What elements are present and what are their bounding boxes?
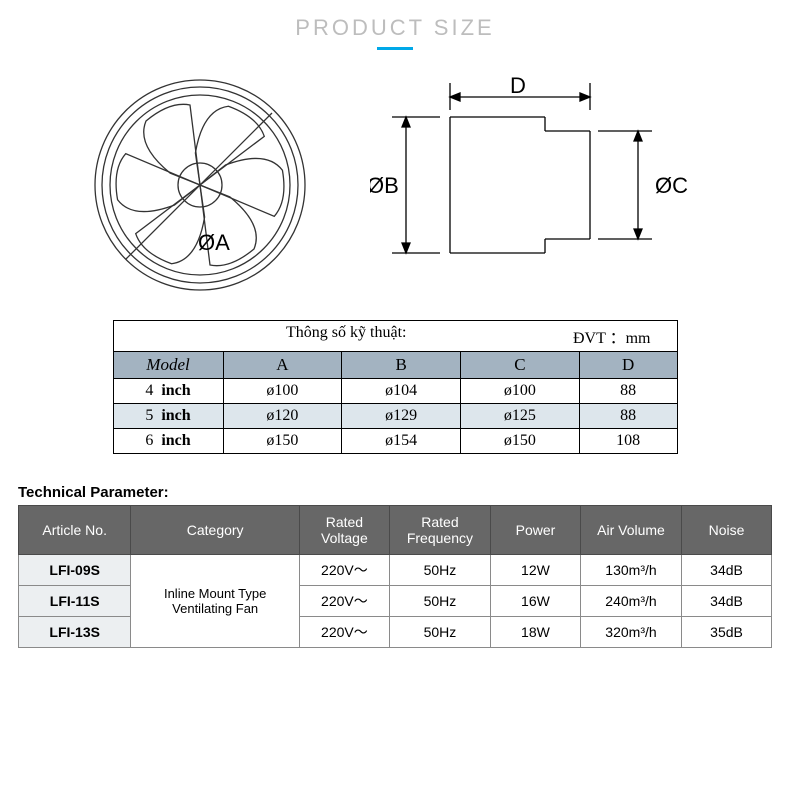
cell: ø120 (223, 404, 342, 429)
col-b: B (342, 352, 461, 379)
fan-side-diagram: D ØB ØC (370, 75, 700, 295)
tech-table-container: Technical Parameter: Article No. Categor… (18, 484, 772, 648)
col-article: Article No. (19, 506, 131, 555)
cell: 220V～ (299, 555, 389, 586)
cell: ø104 (342, 379, 461, 404)
cell: 34dB (682, 586, 772, 617)
table-row: 5 inch ø120 ø129 ø125 88 (113, 404, 677, 429)
cell: 50Hz (389, 555, 490, 586)
col-d: D (579, 352, 677, 379)
label-d: D (510, 75, 526, 98)
cell: 34dB (682, 555, 772, 586)
article-cell: LFI-09S (19, 555, 131, 586)
diagrams-row: ØA (0, 75, 790, 295)
spec-title-cell: Thông số kỹ thuật: ĐVT ：mm (113, 321, 677, 352)
col-frequency: Rated Frequency (389, 506, 490, 555)
cell: 12W (491, 555, 581, 586)
category-cell: Inline Mount Type Ventilating Fan (131, 555, 300, 648)
label-c: ØC (655, 173, 688, 198)
cell: 50Hz (389, 617, 490, 648)
spec-title-row: Thông số kỹ thuật: ĐVT ：mm (113, 321, 677, 352)
size-cell: 4 inch (113, 379, 223, 404)
col-c: C (461, 352, 580, 379)
label-a: ØA (198, 230, 230, 255)
cell: ø125 (461, 404, 580, 429)
spec-table: Thông số kỹ thuật: ĐVT ：mm Model A B C D… (113, 320, 678, 454)
tech-header-row: Article No. Category Rated Voltage Rated… (19, 506, 772, 555)
size-cell: 5 inch (113, 404, 223, 429)
header-underline (377, 47, 413, 50)
cell: ø100 (223, 379, 342, 404)
col-noise: Noise (682, 506, 772, 555)
cell: 108 (579, 429, 677, 454)
size-cell: 6 inch (113, 429, 223, 454)
cell: 220V～ (299, 617, 389, 648)
cell: 35dB (682, 617, 772, 648)
cell: 16W (491, 586, 581, 617)
article-cell: LFI-11S (19, 586, 131, 617)
cell: ø150 (223, 429, 342, 454)
cell: 220V～ (299, 586, 389, 617)
cell: ø100 (461, 379, 580, 404)
spec-header-row: Model A B C D (113, 352, 677, 379)
col-power: Power (491, 506, 581, 555)
cell: 88 (579, 404, 677, 429)
table-row: 6 inch ø150 ø154 ø150 108 (113, 429, 677, 454)
col-voltage: Rated Voltage (299, 506, 389, 555)
cell: 130m³/h (580, 555, 681, 586)
page-header: PRODUCT SIZE (0, 0, 790, 50)
cell: 320m³/h (580, 617, 681, 648)
tech-title: Technical Parameter: (18, 484, 772, 501)
cell: ø154 (342, 429, 461, 454)
col-a: A (223, 352, 342, 379)
cell: 50Hz (389, 586, 490, 617)
spec-title: Thông số kỹ thuật: (286, 324, 406, 341)
tech-table: Article No. Category Rated Voltage Rated… (18, 505, 772, 648)
label-b: ØB (370, 173, 399, 198)
article-cell: LFI-13S (19, 617, 131, 648)
col-category: Category (131, 506, 300, 555)
cell: 240m³/h (580, 586, 681, 617)
header-title: PRODUCT SIZE (0, 15, 790, 41)
cell: 88 (579, 379, 677, 404)
cell: 18W (491, 617, 581, 648)
table-row: 4 inch ø100 ø104 ø100 88 (113, 379, 677, 404)
col-model: Model (113, 352, 223, 379)
cell: ø129 (342, 404, 461, 429)
spec-unit: ĐVT ：mm (573, 324, 671, 348)
col-air: Air Volume (580, 506, 681, 555)
table-row: LFI-09S Inline Mount Type Ventilating Fa… (19, 555, 772, 586)
cell: ø150 (461, 429, 580, 454)
fan-front-diagram: ØA (90, 75, 310, 295)
spec-table-container: Thông số kỹ thuật: ĐVT ：mm Model A B C D… (113, 320, 678, 454)
